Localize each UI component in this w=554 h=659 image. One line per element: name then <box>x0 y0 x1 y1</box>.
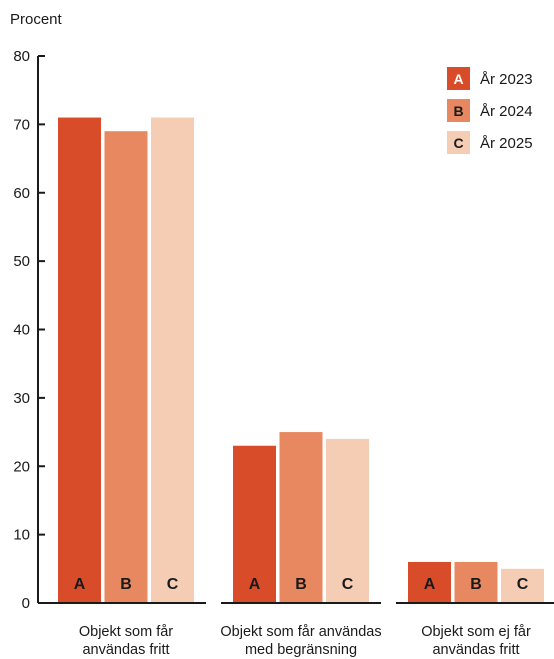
y-tick-label: 30 <box>13 390 30 407</box>
y-tick-label: 0 <box>22 595 30 612</box>
y-tick-label: 10 <box>13 527 30 544</box>
category-label: Objekt som får användas med begränsning <box>220 624 381 658</box>
legend-letter: C <box>453 135 463 151</box>
bar <box>454 561 498 603</box>
y-tick-label: 80 <box>13 48 30 65</box>
bar <box>279 432 323 603</box>
category-label-line: användas fritt <box>432 642 519 658</box>
bar <box>326 438 369 603</box>
bar-letter: C <box>167 576 179 593</box>
category-label: Objekt som får användas fritt <box>79 624 173 658</box>
bar <box>233 445 276 603</box>
bar-letter: C <box>517 576 529 593</box>
category-label-line: med begränsning <box>245 642 357 658</box>
category-label-line: Objekt som får användas <box>220 624 381 640</box>
bar-letter: B <box>470 576 482 593</box>
legend: A År 2023 B År 2024 C År 2025 <box>447 67 533 154</box>
bar-letter: B <box>295 576 307 593</box>
legend-swatch <box>447 99 470 122</box>
legend-letter: A <box>453 71 463 87</box>
legend-label: År 2025 <box>480 135 533 152</box>
y-tick-label: 70 <box>13 116 30 133</box>
category-label-line: användas fritt <box>82 642 169 658</box>
bar <box>408 561 451 603</box>
y-axis-label: Procent <box>10 11 63 28</box>
y-tick-label: 50 <box>13 253 30 270</box>
y-tick-label: 20 <box>13 458 30 475</box>
y-tick-label: 40 <box>13 322 30 339</box>
y-tick-label: 60 <box>13 185 30 202</box>
bar-letter: B <box>120 576 132 593</box>
legend-swatch <box>447 131 470 154</box>
legend-label: År 2023 <box>480 71 533 88</box>
category-label: Objekt som ej får användas fritt <box>421 624 531 658</box>
bar <box>104 131 148 603</box>
bar <box>58 117 101 603</box>
category-label-line: Objekt som får <box>79 624 173 640</box>
bar <box>151 117 194 603</box>
bars: A A A B B B C C C <box>58 117 544 603</box>
bar-letter: A <box>424 576 436 593</box>
y-axis: 0 10 20 30 40 50 60 70 80 <box>13 48 45 612</box>
bar <box>501 568 544 603</box>
category-label-line: Objekt som ej får <box>421 624 531 640</box>
bar-letter: C <box>342 576 354 593</box>
bar-letter: A <box>74 576 86 593</box>
legend-letter: B <box>453 103 463 119</box>
bar-letter: A <box>249 576 261 593</box>
legend-swatch <box>447 67 470 90</box>
legend-label: År 2024 <box>480 103 533 120</box>
